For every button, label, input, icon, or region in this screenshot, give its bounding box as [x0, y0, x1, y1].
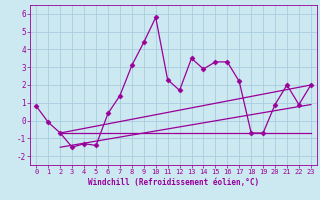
X-axis label: Windchill (Refroidissement éolien,°C): Windchill (Refroidissement éolien,°C) [88, 178, 259, 187]
